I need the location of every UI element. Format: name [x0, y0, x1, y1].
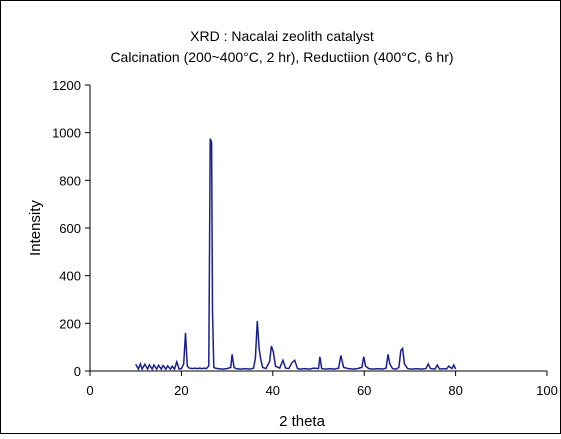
y-tick-label: 600	[59, 221, 81, 236]
y-axis-ticks: 0 200 400 600 800 1000 1200	[52, 78, 90, 379]
chart-subtitle: Calcination (200~400°C, 2 hr), Reductiio…	[110, 49, 453, 65]
x-tick-label: 40	[266, 383, 280, 398]
x-tick-label: 100	[536, 383, 558, 398]
y-tick-label: 0	[74, 364, 81, 379]
y-tick-label: 1000	[52, 126, 81, 141]
x-tick-label: 20	[174, 383, 188, 398]
series-line-xrd	[135, 138, 457, 371]
y-tick-label: 200	[59, 316, 81, 331]
x-tick-label: 60	[357, 383, 371, 398]
x-tick-label: 0	[86, 383, 93, 398]
x-axis-label: 2 theta	[279, 413, 326, 430]
x-tick-label: 80	[448, 383, 462, 398]
y-axis-label: Intensity	[27, 200, 44, 256]
y-tick-label: 800	[59, 173, 81, 188]
chart-title: XRD : Nacalai zeolith catalyst	[190, 28, 374, 44]
x-axis-ticks: 0 20 40 60 80 100	[86, 371, 558, 398]
y-tick-label: 400	[59, 269, 81, 284]
y-tick-label: 1200	[52, 78, 81, 93]
